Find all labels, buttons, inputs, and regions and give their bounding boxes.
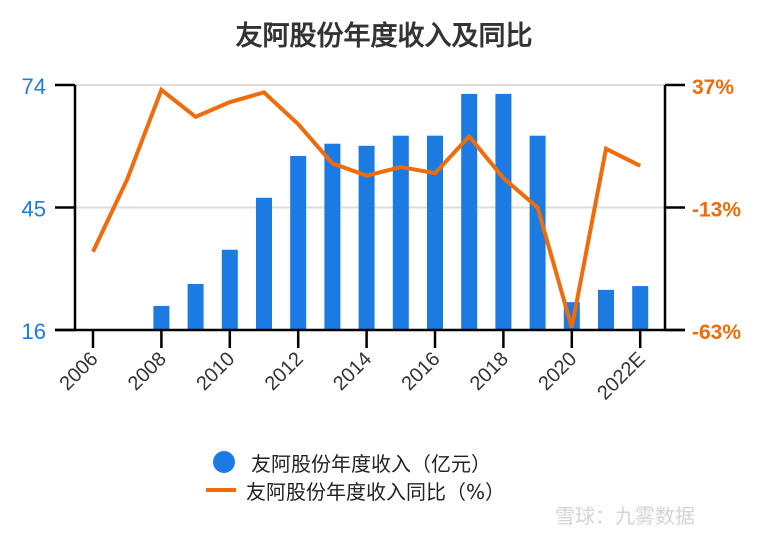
bar-2010 [221, 249, 238, 330]
right-axis-tick-label: -63% [692, 321, 741, 344]
bar-2017 [461, 93, 478, 330]
bar-2022E [632, 286, 649, 330]
bar-series-marker-icon [213, 451, 235, 473]
x-axis-tick-label: 2010 [192, 348, 239, 395]
x-axis-tick-label: 2018 [466, 348, 513, 395]
bar-2011 [256, 197, 272, 330]
legend: 友阿股份年度收入（亿元） 友阿股份年度收入同比（%） [206, 448, 506, 504]
bar-2015 [392, 135, 409, 330]
right-axis-tick-label: 37% [692, 76, 734, 99]
x-axis-tick-label: 2012 [261, 348, 308, 395]
left-axis-tick-label: 16 [22, 319, 46, 344]
x-axis-tick-label: 2020 [534, 348, 581, 395]
right-axis-tick-label: -13% [692, 199, 741, 222]
bar-2013 [324, 143, 341, 330]
left-axis-tick-label: 45 [22, 197, 46, 222]
bar-2008 [153, 305, 170, 330]
bar-2014 [358, 145, 375, 330]
bar-2021 [598, 289, 614, 330]
chart-plot: 74 45 16 37% -13% -63% 2006 2008 2010 2012 2014 201… [22, 74, 742, 404]
bar-2012 [290, 155, 307, 330]
legend-item-revenue: 友阿股份年度收入（亿元） [212, 448, 505, 476]
x-axis-tick-label: 2016 [398, 348, 445, 395]
bar-2018 [495, 93, 512, 330]
legend-item-yoy: 友阿股份年度收入同比（%） [206, 476, 506, 504]
line-series-marker-icon [206, 488, 236, 492]
x-axis-tick-label: 2014 [329, 348, 376, 395]
x-axis-tick-label: 2008 [124, 348, 171, 395]
left-axis-tick-label: 74 [22, 74, 46, 99]
bar-2019 [529, 135, 546, 330]
legend-label-revenue: 友阿股份年度收入（亿元） [251, 451, 491, 476]
yoy-line [91, 86, 642, 329]
bar-2009 [187, 283, 204, 330]
watermark: 雪球：九雾数据 [555, 504, 695, 528]
chart-title: 友阿股份年度收入及同比 [235, 21, 533, 52]
x-axis-tick-label: 2006 [56, 348, 103, 395]
legend-label-yoy: 友阿股份年度收入同比（%） [246, 479, 506, 504]
x-axis-tick-label: 2022E [593, 348, 649, 404]
bar-2016 [427, 135, 443, 330]
